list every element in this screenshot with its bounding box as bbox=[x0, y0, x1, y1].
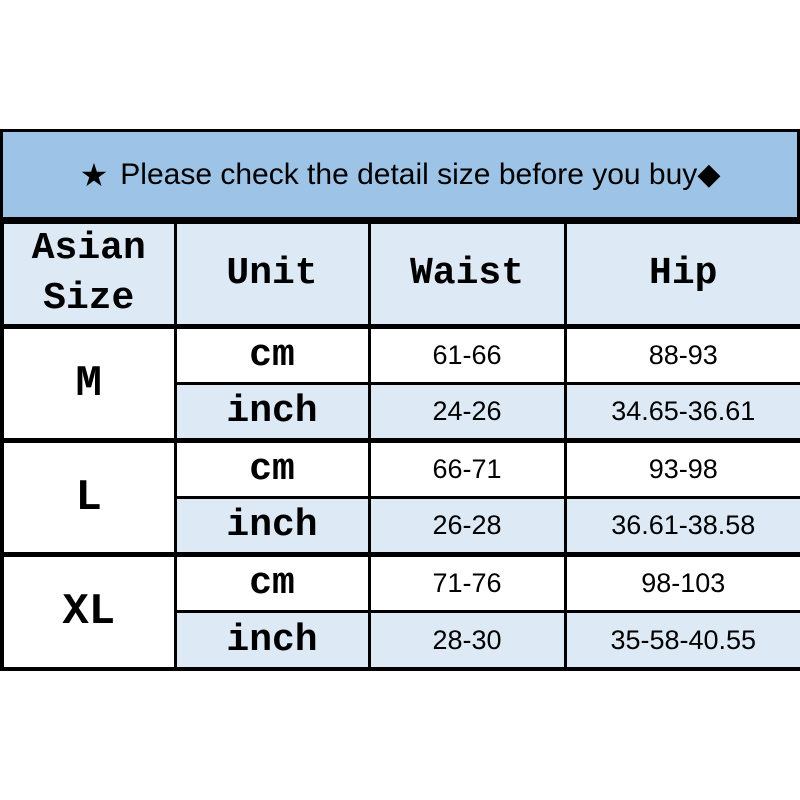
banner: ★ Please check the detail size before yo… bbox=[0, 129, 800, 220]
waist-value: 71-76 bbox=[367, 552, 567, 614]
waist-value: 24-26 bbox=[367, 382, 567, 443]
column-header-asian-size: Asian Size bbox=[0, 220, 177, 329]
waist-value: 26-28 bbox=[367, 496, 567, 557]
star-icon: ★ bbox=[79, 156, 109, 193]
column-header-hip: Hip bbox=[563, 220, 800, 329]
waist-value: 61-66 bbox=[367, 324, 567, 386]
size-label-m: M bbox=[0, 324, 177, 443]
table-row: inch 24-26 34.65-36.61 bbox=[2, 382, 800, 443]
hip-value: 34.65-36.61 bbox=[563, 382, 800, 443]
size-label-xl: XL bbox=[0, 552, 177, 671]
hip-value: 88-93 bbox=[563, 324, 800, 386]
hip-value: 36.61-38.58 bbox=[563, 496, 800, 557]
unit-label: inch bbox=[173, 610, 371, 671]
header-row: Asian Size Unit Waist Hip bbox=[0, 220, 800, 329]
column-header-waist: Waist bbox=[367, 220, 567, 329]
unit-label: cm bbox=[173, 438, 371, 500]
table-row: M cm 61-66 88-93 bbox=[0, 324, 800, 443]
hip-value: 93-98 bbox=[563, 438, 800, 500]
diamond-icon: ◆ bbox=[697, 158, 721, 191]
table-row: L cm 66-71 93-98 bbox=[0, 438, 800, 557]
size-chart-table: Asian Size Unit Waist Hip M cm 61-66 88-… bbox=[0, 220, 800, 671]
unit-label: cm bbox=[173, 552, 371, 614]
hip-value: 35-58-40.55 bbox=[563, 610, 800, 671]
unit-label: inch bbox=[173, 382, 371, 443]
column-header-unit: Unit bbox=[173, 220, 371, 329]
banner-text: Please check the detail size before you … bbox=[120, 157, 698, 191]
table-row: XL cm 71-76 98-103 bbox=[0, 552, 800, 671]
table-row: inch 28-30 35-58-40.55 bbox=[2, 610, 800, 671]
waist-value: 66-71 bbox=[367, 438, 567, 500]
unit-label: inch bbox=[173, 496, 371, 557]
size-label-l: L bbox=[0, 438, 177, 557]
waist-value: 28-30 bbox=[367, 610, 567, 671]
table-row: inch 26-28 36.61-38.58 bbox=[2, 496, 800, 557]
hip-value: 98-103 bbox=[563, 552, 800, 614]
unit-label: cm bbox=[173, 324, 371, 386]
